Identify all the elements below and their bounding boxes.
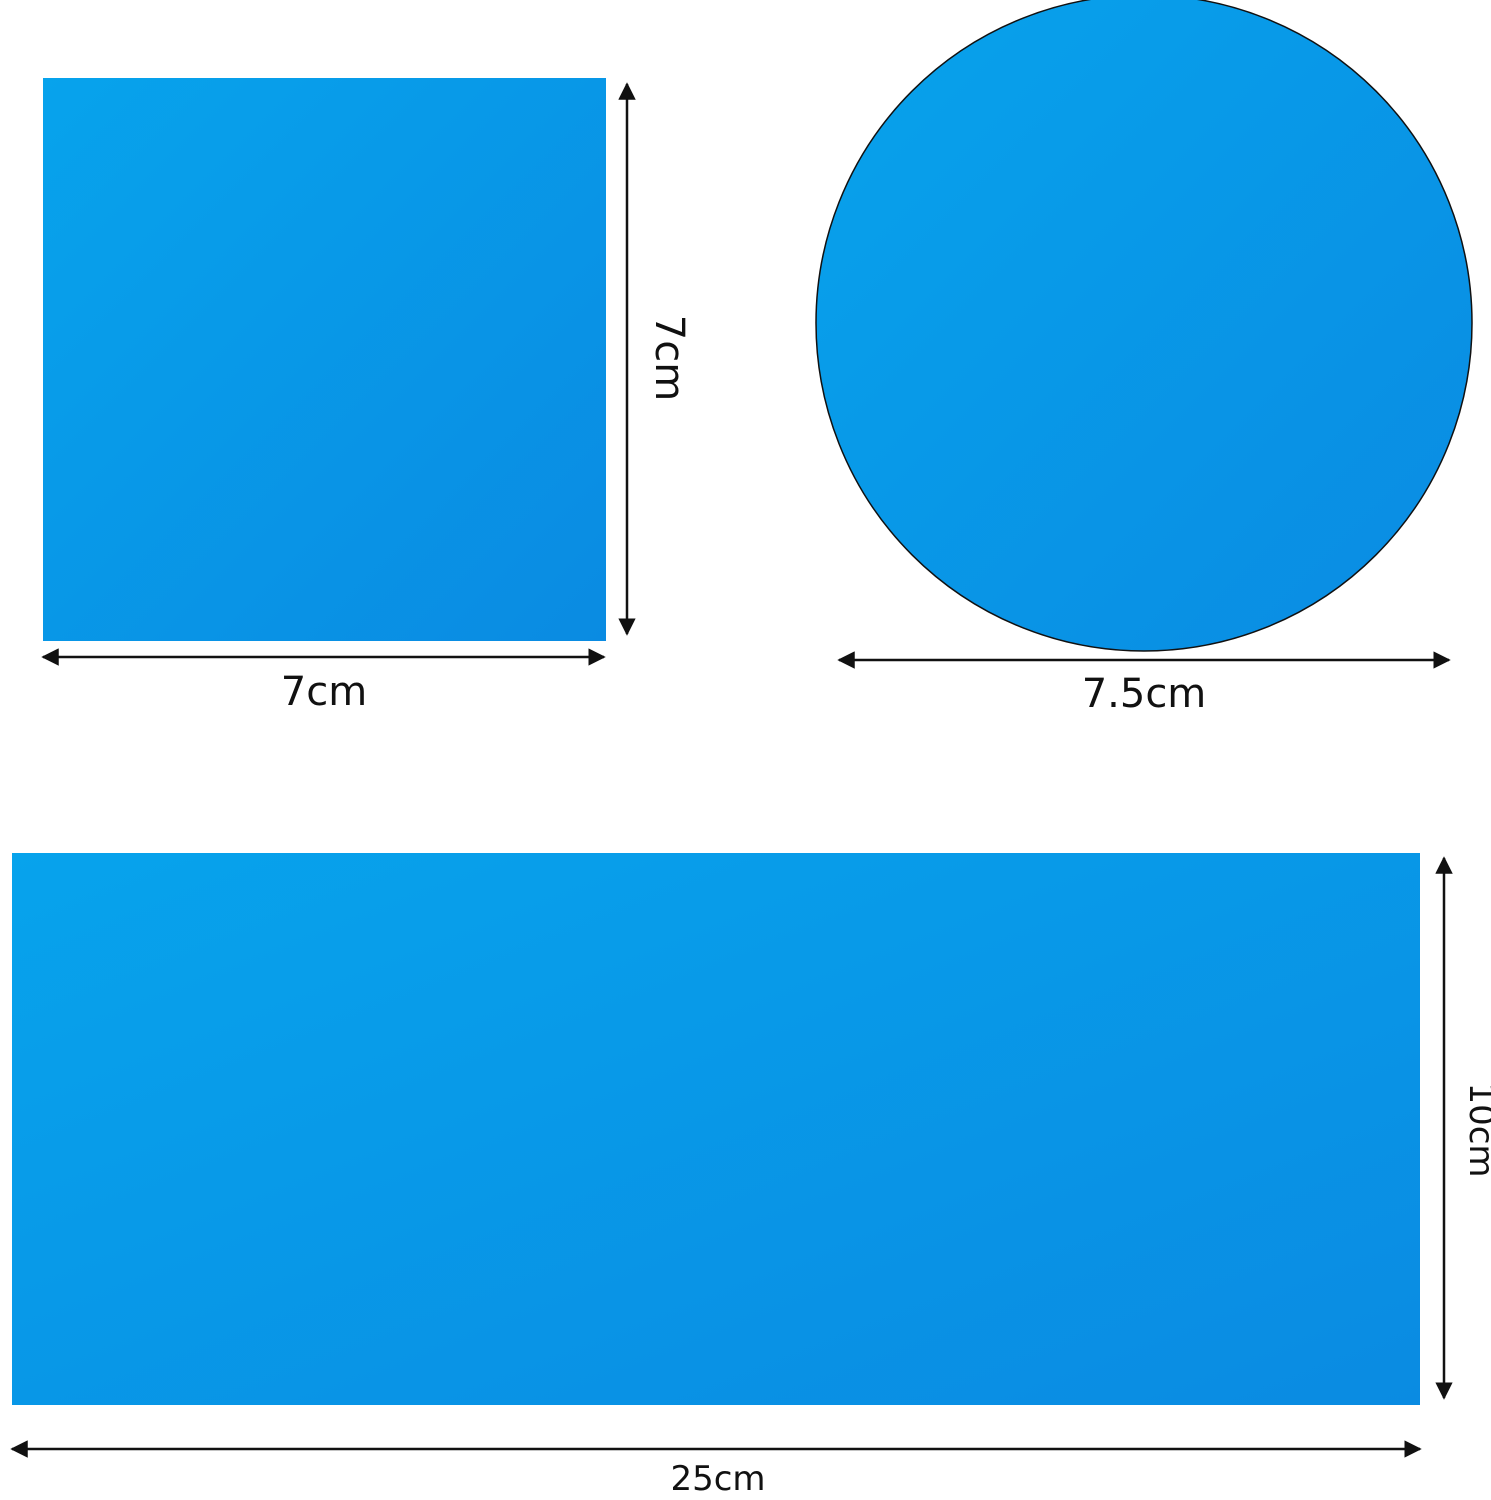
rectangle-width-label: 25cm xyxy=(670,1459,765,1499)
square-width-label: 7cm xyxy=(281,669,367,715)
rectangle-patch xyxy=(12,853,1420,1405)
circle-patch xyxy=(815,0,1473,652)
rectangle-patch-group: 25cm 10cm xyxy=(10,853,1491,1499)
circle-patch-group: 7.5cm xyxy=(815,0,1473,717)
circle-diameter-label: 7.5cm xyxy=(1082,671,1207,717)
square-height-label: 7cm xyxy=(646,315,692,401)
rectangle-height-label: 10cm xyxy=(1461,1082,1491,1177)
square-patch xyxy=(43,78,606,641)
square-patch-group: 7cm 7cm xyxy=(41,78,692,715)
